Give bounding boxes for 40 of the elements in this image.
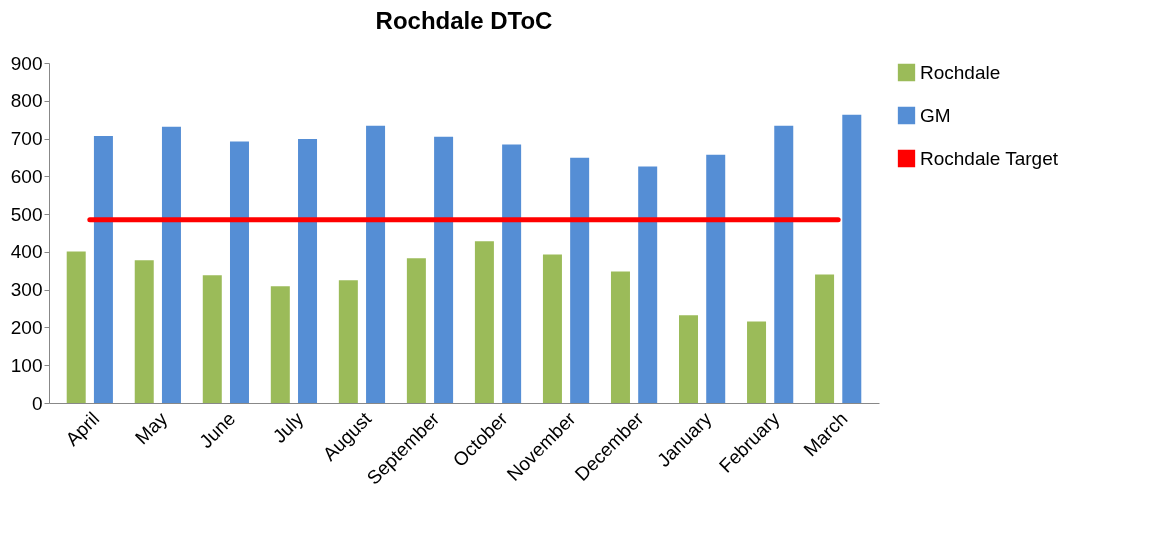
bar [747,321,767,403]
y-tick-label: 100 [10,354,43,376]
y-tick-label: 500 [10,203,43,225]
bar [161,126,181,403]
legend-label: GM [920,104,951,126]
legend-label: Rochdale Target [920,147,1059,169]
y-tick-label: 800 [10,90,43,112]
bar [542,254,562,403]
bar [229,141,249,403]
bar [366,125,386,403]
bar [774,125,794,403]
bar [270,286,290,403]
bar [66,251,86,403]
y-tick-label: 200 [10,316,43,338]
bar [338,280,358,403]
y-tick-label: 300 [10,279,43,301]
y-tick-label: 400 [10,241,43,263]
bar [202,275,222,403]
chart-title: Rochdale DToC [375,7,553,34]
bar [134,260,154,403]
bar [93,135,113,403]
bar [570,157,590,403]
y-tick-label: 700 [10,128,43,150]
bar [502,144,522,403]
bar [815,274,835,403]
y-tick-label: 0 [31,392,43,414]
bar [610,271,630,403]
bar [706,154,726,403]
y-tick-label: 600 [10,165,43,187]
bar [842,114,862,403]
y-tick-label: 900 [10,52,43,74]
legend-label: Rochdale [920,61,1001,83]
x-tick-label: July [268,407,308,447]
bar [474,241,494,403]
bar [406,258,426,403]
bar [638,166,658,403]
bar [679,315,699,403]
bar [298,138,318,403]
bar [434,136,454,403]
x-tick-label: May [131,407,172,449]
